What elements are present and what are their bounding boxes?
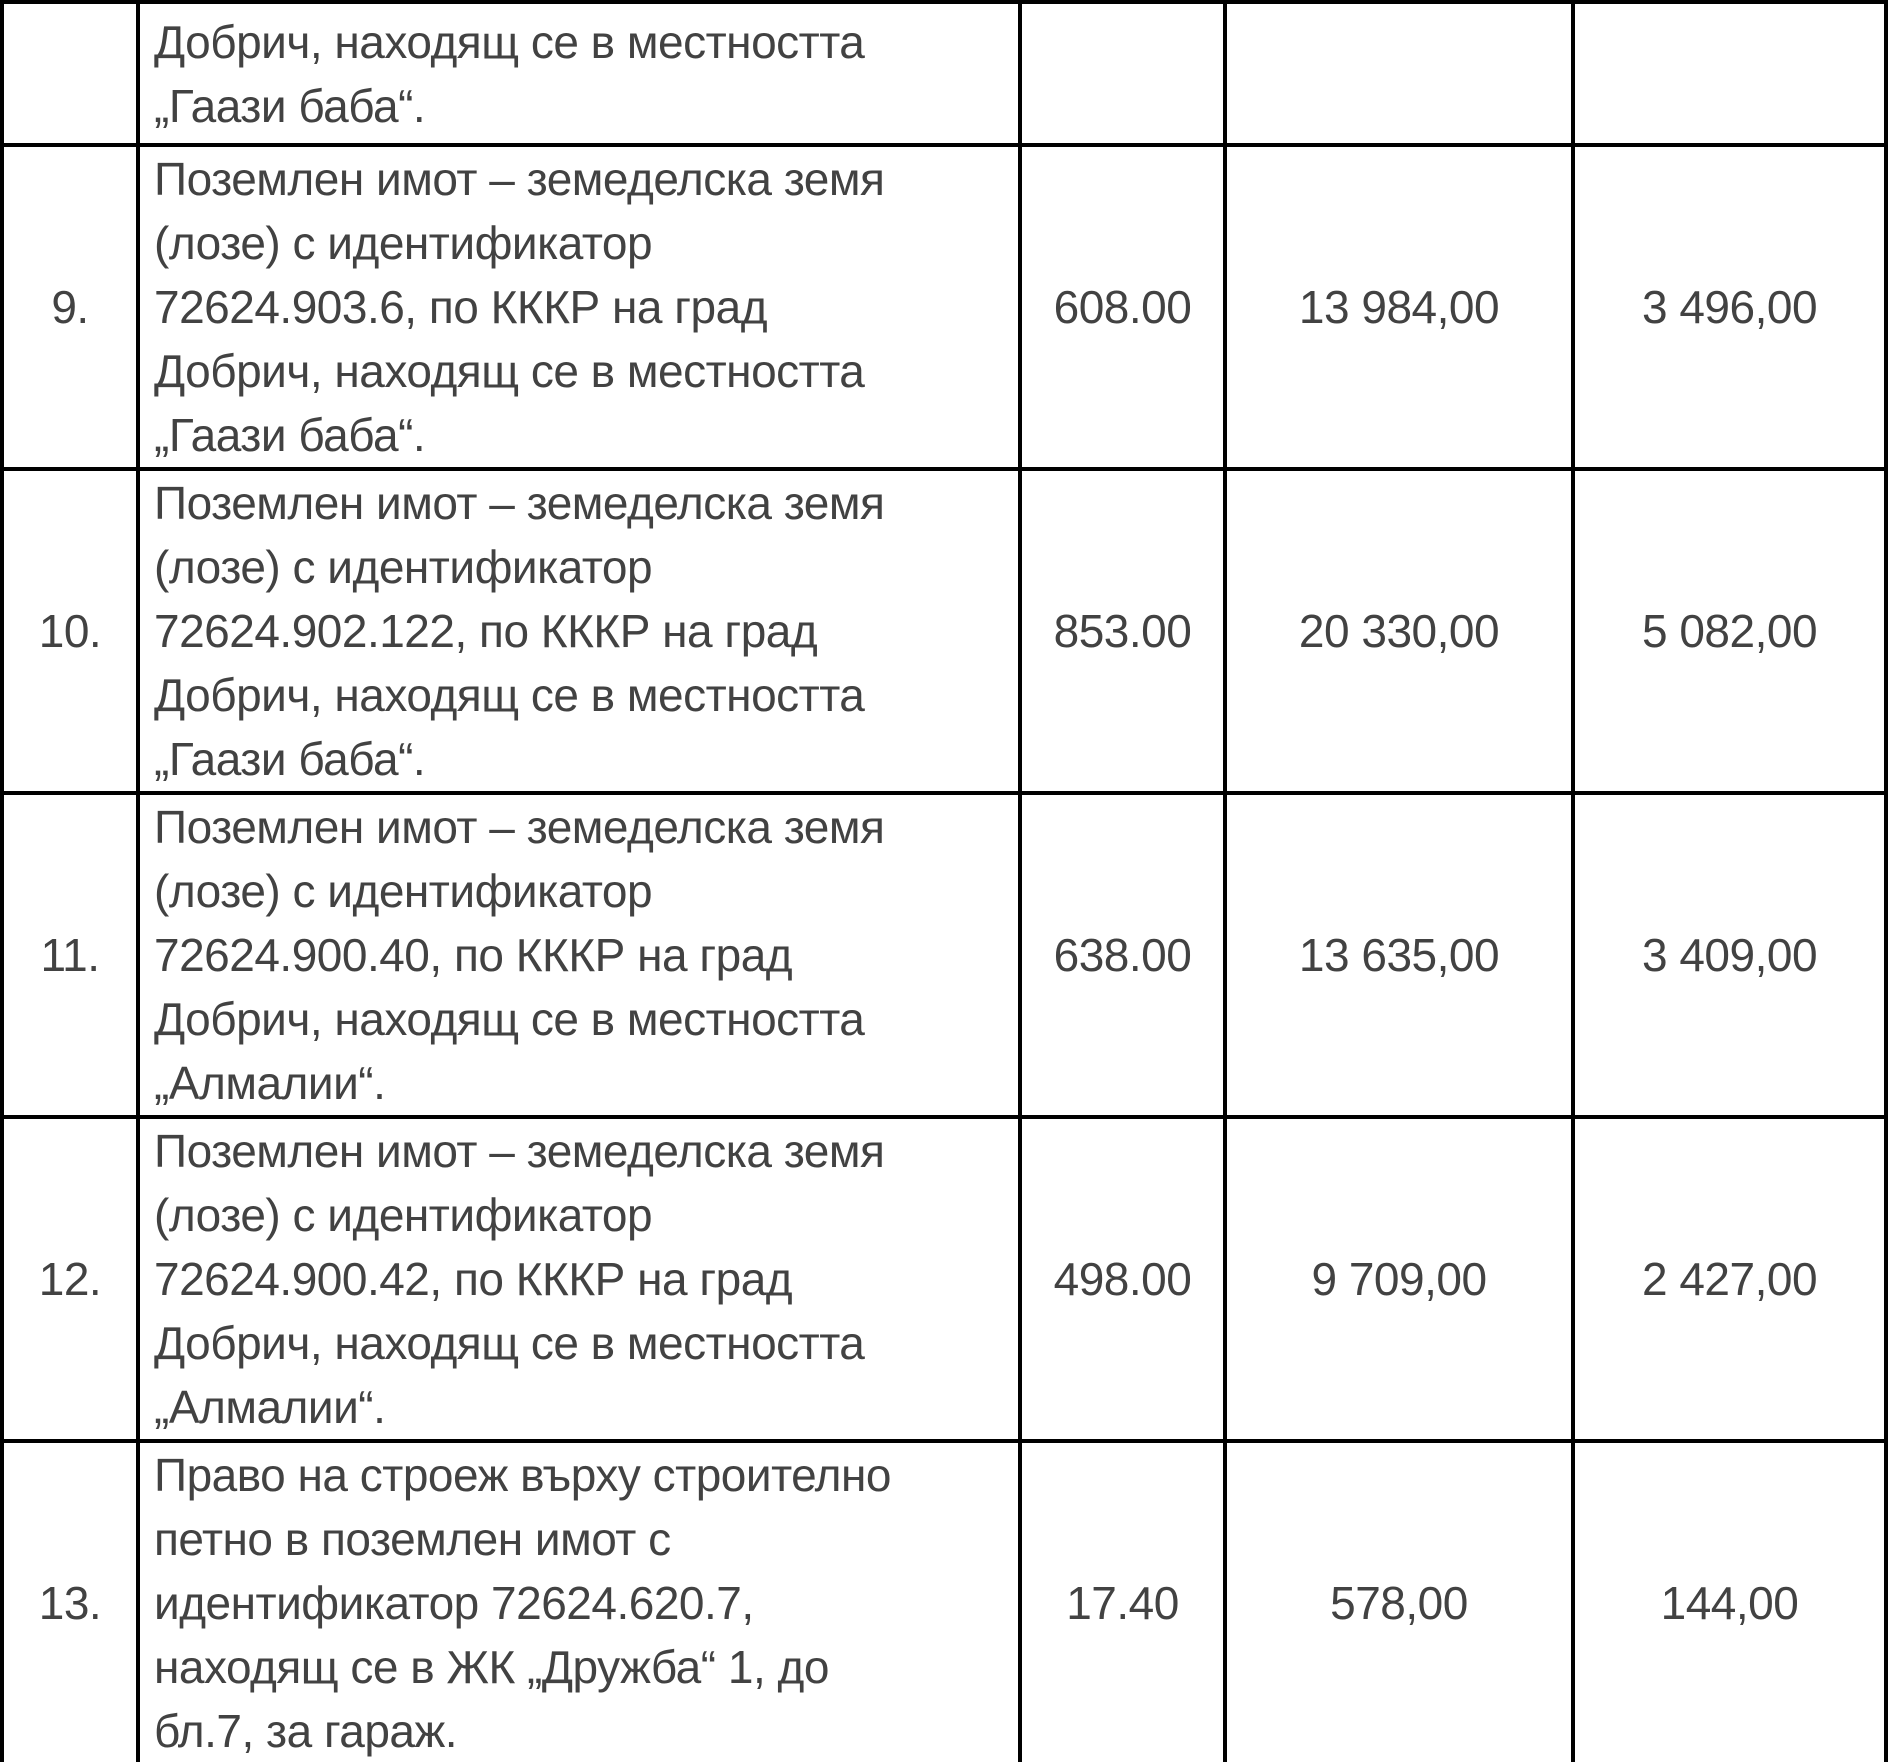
value-cell-3: 3 496,00: [1571, 143, 1888, 471]
table-row: 9. Поземлен имот – земеделска земя (лозе…: [0, 143, 1888, 471]
value-cell-2: 578,00: [1223, 1439, 1575, 1762]
value-cell-1: 853.00: [1018, 467, 1227, 795]
table-row: 12. Поземлен имот – земеделска земя (лоз…: [0, 1115, 1888, 1443]
value-cell-3: 5 082,00: [1571, 467, 1888, 795]
description-cell: Поземлен имот – земеделска земя (лозе) с…: [136, 467, 1022, 795]
value-cell-1: 608.00: [1018, 143, 1227, 471]
value-cell-3: 2 427,00: [1571, 1115, 1888, 1443]
description-cell: Поземлен имот – земеделска земя (лозе) с…: [136, 143, 1022, 471]
row-number-cell: [0, 0, 140, 147]
row-number-cell: 11.: [0, 791, 140, 1119]
value-cell-2: [1223, 0, 1575, 147]
value-cell-1: 638.00: [1018, 791, 1227, 1119]
value-cell-2: 20 330,00: [1223, 467, 1575, 795]
table-row: 13. Право на строеж върху строително пет…: [0, 1439, 1888, 1762]
value-cell-1: 17.40: [1018, 1439, 1227, 1762]
value-cell-2: 9 709,00: [1223, 1115, 1575, 1443]
description-cell: Поземлен имот – земеделска земя (лозе) с…: [136, 791, 1022, 1119]
description-cell: Добрич, находящ се в местността „Гаази б…: [136, 0, 1022, 147]
table-row: 11. Поземлен имот – земеделска земя (лоз…: [0, 791, 1888, 1119]
value-cell-3: 3 409,00: [1571, 791, 1888, 1119]
value-cell-2: 13 984,00: [1223, 143, 1575, 471]
row-number-cell: 13.: [0, 1439, 140, 1762]
description-cell: Поземлен имот – земеделска земя (лозе) с…: [136, 1115, 1022, 1443]
value-cell-1: 498.00: [1018, 1115, 1227, 1443]
value-cell-3: 144,00: [1571, 1439, 1888, 1762]
row-number-cell: 9.: [0, 143, 140, 471]
value-cell-2: 13 635,00: [1223, 791, 1575, 1119]
value-cell-3: [1571, 0, 1888, 147]
description-cell: Право на строеж върху строително петно в…: [136, 1439, 1022, 1762]
row-number-cell: 10.: [0, 467, 140, 795]
table-row: 10. Поземлен имот – земеделска земя (лоз…: [0, 467, 1888, 795]
table-row: Добрич, находящ се в местността „Гаази б…: [0, 0, 1888, 147]
row-number-cell: 12.: [0, 1115, 140, 1443]
value-cell-1: [1018, 0, 1227, 147]
